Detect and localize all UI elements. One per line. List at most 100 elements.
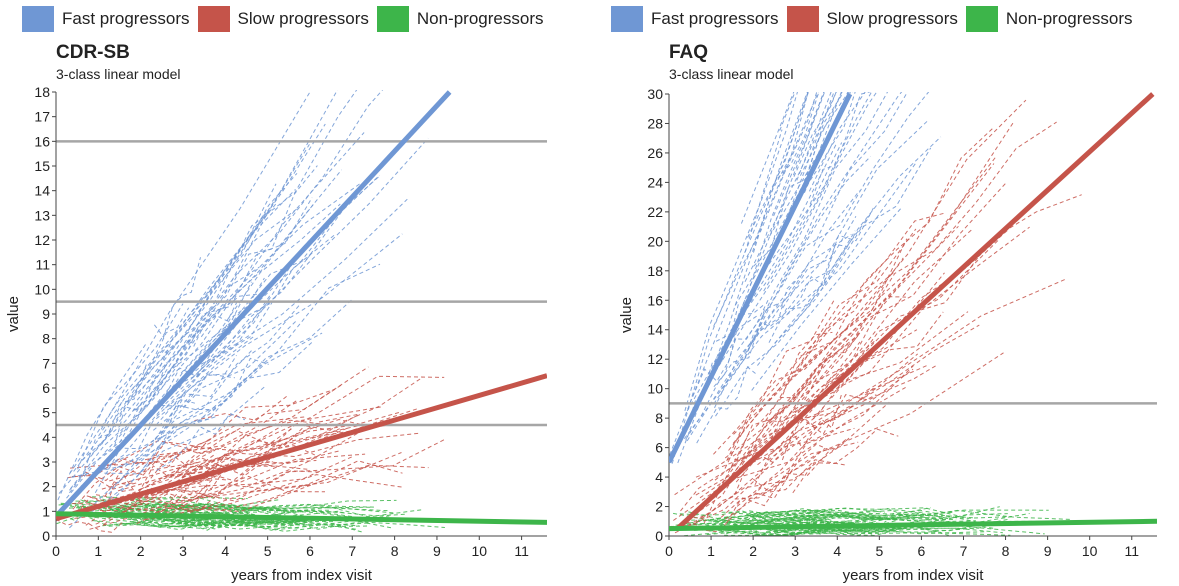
- chart-title: CDR-SB: [56, 42, 130, 63]
- trajectory-line: [148, 197, 313, 403]
- trajectory-line: [686, 142, 838, 412]
- trajectory-line: [741, 228, 973, 461]
- y-tick-label: 1: [42, 503, 50, 519]
- legend-swatch-non: [965, 6, 998, 32]
- trajectory-line: [201, 520, 277, 526]
- trajectory-line: [808, 0, 1040, 62]
- trajectory-line: [149, 506, 283, 517]
- x-tick-label: 11: [514, 543, 529, 559]
- trajectory-line: [187, 506, 389, 517]
- trajectory-line: [694, 341, 861, 515]
- y-tick-label: 7: [42, 355, 50, 371]
- trajectory-line: [95, 406, 383, 525]
- x-axis-label: years from index visit: [843, 567, 985, 584]
- trajectory-line: [726, 346, 825, 462]
- trajectory-line: [695, 401, 890, 524]
- legend-swatch-non: [376, 6, 409, 32]
- x-tick-label: 4: [221, 543, 229, 559]
- legend-label-non: Non-progressors: [416, 9, 544, 28]
- trajectory-line: [85, 461, 148, 482]
- trajectory-line: [132, 307, 190, 389]
- trajectory-line: [81, 207, 300, 461]
- trajectory-line: [779, 92, 796, 131]
- trajectory-line: [156, 412, 246, 472]
- trajectory-line: [152, 373, 235, 431]
- chart-panel-faq: Fast progressors Slow progressors Non-pr…: [589, 0, 1179, 586]
- trajectory-line: [145, 474, 402, 521]
- y-axis-label: value: [618, 297, 635, 333]
- y-tick-label: 28: [647, 115, 663, 131]
- trajectory-line: [753, 92, 809, 253]
- y-tick-label: 0: [655, 528, 663, 544]
- trajectory-line: [674, 394, 877, 534]
- trajectory-line: [164, 490, 210, 509]
- trajectory-line: [801, 525, 949, 536]
- trajectory-line: [180, 203, 341, 374]
- trajectory-line: [792, 428, 899, 494]
- legend-label-non: Non-progressors: [1005, 9, 1133, 28]
- trajectory-line: [147, 437, 289, 465]
- legend-label-fast: Fast progressors: [651, 9, 779, 28]
- trajectory-line: [168, 432, 421, 476]
- trajectory-line: [176, 449, 342, 470]
- trajectory-line: [704, 372, 816, 506]
- trajectory-line: [674, 364, 928, 496]
- y-tick-label: 4: [655, 469, 663, 485]
- trajectory-line: [724, 352, 1004, 520]
- trajectory-line: [695, 272, 945, 496]
- trajectory-line: [91, 298, 354, 512]
- trajectory-line: [181, 438, 446, 502]
- trajectory-line: [728, 257, 904, 451]
- trajectory-line: [80, 233, 337, 487]
- trajectory-line: [713, 92, 826, 363]
- trajectory-line: [745, 508, 831, 521]
- trajectory-line: [169, 521, 222, 528]
- trajectory-line: [713, 92, 889, 405]
- trajectory-line: [140, 366, 369, 490]
- trajectory-line: [56, 518, 123, 533]
- trajectory-line: [684, 92, 798, 412]
- y-tick-label: 24: [647, 174, 663, 190]
- trajectory-line: [189, 464, 429, 513]
- x-tick-label: 3: [179, 543, 187, 559]
- trajectory-line: [156, 198, 408, 417]
- trajectory-line: [99, 479, 211, 512]
- trajectory-line: [110, 336, 254, 471]
- trajectory-line: [58, 188, 296, 494]
- y-tick-label: 9: [42, 306, 50, 322]
- trajectory-line: [144, 503, 423, 517]
- trajectory-line: [721, 119, 930, 390]
- trajectory-line: [188, 250, 314, 372]
- x-tick-label: 9: [1044, 543, 1052, 559]
- trajectory-line: [161, 348, 254, 408]
- chart-subtitle: 3-class linear model: [669, 66, 794, 82]
- trajectory-line: [711, 181, 829, 378]
- trajectory-line: [74, 479, 324, 519]
- trajectory-line: [197, 518, 309, 527]
- y-tick-label: 16: [647, 292, 663, 308]
- x-axis-label: years from index visit: [231, 567, 373, 584]
- trajectory-line: [787, 509, 1071, 521]
- trajectory-line: [800, 127, 994, 357]
- trajectory-line: [744, 279, 796, 359]
- trajectory-line: [108, 302, 302, 495]
- trajectory-line: [121, 485, 182, 503]
- trajectory-line: [159, 355, 237, 441]
- trajectory-line: [104, 465, 202, 497]
- x-tick-label: 2: [749, 543, 757, 559]
- y-tick-label: 18: [34, 84, 50, 100]
- trajectory-line: [113, 413, 360, 486]
- trajectory-line: [60, 504, 345, 514]
- y-tick-label: 3: [42, 454, 50, 470]
- trajectory-line: [688, 511, 969, 524]
- trajectory-line: [736, 92, 930, 351]
- trajectory-line: [796, 92, 832, 181]
- trajectory-line: [180, 460, 403, 511]
- y-tick-label: 14: [34, 183, 50, 199]
- trajectory-line: [136, 470, 322, 525]
- trajectory-line: [104, 204, 314, 453]
- y-tick-label: 8: [42, 331, 50, 347]
- series-line-fast-progressors: [56, 90, 452, 519]
- trajectory-line: [796, 212, 945, 372]
- y-tick-label: 18: [647, 263, 663, 279]
